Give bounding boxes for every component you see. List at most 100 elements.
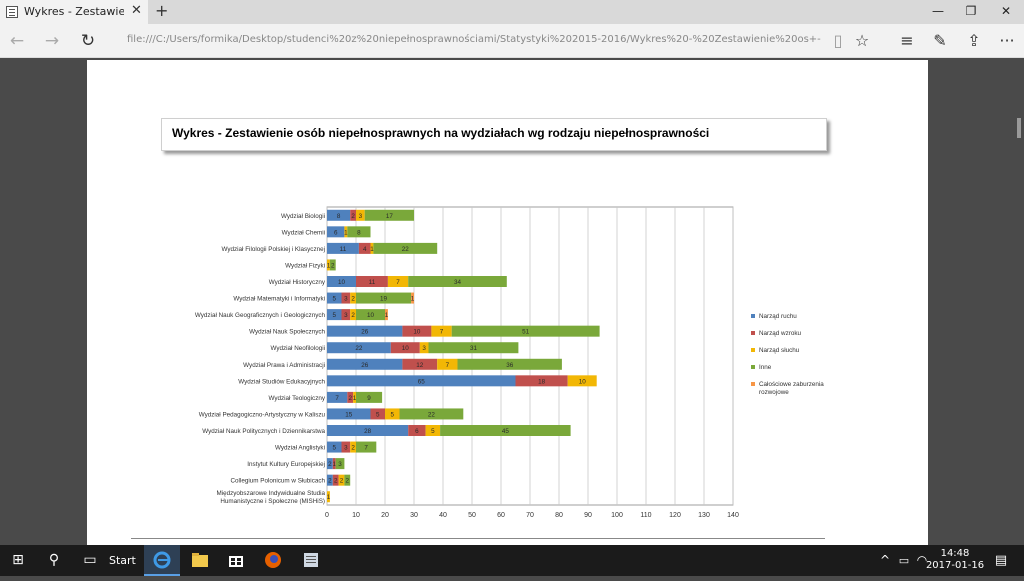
restore-icon[interactable]: ❐ — [965, 4, 977, 18]
document-app-icon — [304, 553, 318, 567]
window-close-icon[interactable]: ✕ — [1000, 4, 1012, 18]
data-label: 5 — [431, 428, 435, 435]
category-label: Wydział Matematyki i Informatyki — [233, 296, 325, 303]
data-label: 5 — [390, 411, 394, 418]
data-label: 22 — [402, 246, 410, 253]
bar-segment — [327, 242, 359, 254]
back-icon[interactable]: ← — [9, 31, 25, 51]
forward-icon[interactable]: → — [44, 31, 60, 51]
bar-segment — [567, 375, 597, 387]
windows-start-icon[interactable]: ⊞ — [12, 552, 24, 568]
new-tab-icon[interactable]: + — [155, 1, 169, 20]
x-tick-label: 70 — [526, 512, 534, 519]
bar-segment — [399, 408, 464, 420]
data-label: 3 — [344, 445, 348, 452]
app-button[interactable] — [293, 545, 329, 576]
bar-segment — [347, 226, 371, 238]
data-label: 10 — [338, 279, 346, 286]
bar-segment — [387, 276, 409, 287]
clock[interactable]: 14:48 2017-01-16 — [925, 548, 985, 572]
data-label: 11 — [369, 279, 376, 286]
bar-segment — [425, 425, 441, 436]
bar-segment — [411, 292, 414, 304]
data-label: 1 — [370, 246, 374, 253]
legend-entry: Całościowe zaburzenia rozwojowe — [759, 381, 824, 396]
action-center-icon[interactable]: ▤ — [994, 553, 1008, 568]
edge-taskbar-button[interactable] — [144, 545, 180, 576]
share-icon[interactable]: ⇪ — [967, 31, 981, 50]
data-label: 26 — [361, 362, 369, 369]
bar-segment — [327, 391, 348, 403]
x-tick-label: 10 — [352, 512, 360, 519]
start-label[interactable]: Start — [109, 554, 136, 567]
wifi-icon[interactable]: ◠ — [916, 553, 928, 567]
bar-segment — [408, 276, 507, 287]
active-tab[interactable]: Wykres - Zestawienie os ✕ — [0, 0, 148, 24]
firefox-button[interactable] — [255, 545, 291, 576]
x-tick-label: 110 — [640, 512, 651, 519]
search-icon[interactable]: ⚲ — [48, 552, 60, 568]
bar-segment — [329, 259, 336, 271]
bar-segment — [335, 458, 345, 470]
tab-close-icon[interactable]: ✕ — [131, 3, 142, 18]
url-field[interactable]: file:///C:/Users/formika/Desktop/studenc… — [127, 34, 821, 45]
legend-swatch — [751, 331, 755, 335]
page-viewport[interactable]: Wykres - Zestawienie osób niepełnosprawn… — [0, 58, 1024, 545]
bar-segment — [341, 441, 351, 453]
bar-segment — [327, 209, 351, 221]
category-label: Wydział Filologii Polskiej i Klasycznej — [221, 246, 325, 253]
network-icon[interactable]: ▭ — [898, 554, 910, 567]
bar-segment — [344, 474, 351, 486]
clock-time: 14:48 — [940, 548, 970, 559]
x-tick-label: 140 — [727, 512, 739, 519]
bar-segment — [327, 375, 516, 387]
bar-segment — [327, 342, 391, 354]
hub-icon[interactable]: ≡ — [900, 31, 914, 50]
data-label: 45 — [502, 428, 510, 435]
task-view-icon[interactable]: ▭ — [83, 552, 97, 568]
refresh-icon[interactable]: ↻ — [80, 31, 96, 51]
legend-swatch — [751, 314, 755, 318]
bar-segment — [457, 358, 562, 370]
scrollbar[interactable] — [1017, 118, 1021, 138]
x-tick-label: 40 — [439, 512, 447, 519]
bar-segment — [431, 325, 452, 337]
bar-segment — [327, 425, 409, 436]
favorite-star-icon[interactable]: ☆ — [854, 31, 870, 50]
bar-segment — [419, 342, 429, 354]
more-icon[interactable]: ··· — [999, 31, 1015, 50]
bar-segment — [370, 408, 385, 420]
data-label: 8 — [357, 229, 361, 236]
data-label: 7 — [364, 445, 368, 452]
data-label: 2 — [328, 478, 332, 485]
web-note-icon[interactable]: ✎ — [933, 31, 947, 50]
data-label: 1 — [411, 296, 415, 303]
bar-segment — [327, 309, 342, 321]
file-explorer-button[interactable] — [182, 545, 218, 576]
reading-view-icon[interactable]: ▯ — [833, 31, 843, 50]
document-page: Wykres - Zestawienie osób niepełnosprawn… — [87, 60, 928, 545]
data-label: 28 — [364, 428, 372, 435]
data-label: 11 — [340, 246, 347, 253]
bar-segment — [327, 491, 330, 503]
store-button[interactable] — [218, 545, 254, 576]
category-label: Wydział Nauk Politycznych i Dziennikarst… — [202, 428, 325, 435]
page-favicon-icon — [6, 6, 18, 18]
data-label: 15 — [345, 411, 353, 418]
legend-swatch — [751, 348, 755, 352]
data-label: 8 — [337, 213, 341, 220]
category-label: Wydział Prawa i Administracji — [243, 362, 325, 369]
tray-overflow-icon[interactable]: ^ — [879, 553, 891, 567]
x-tick-label: 80 — [555, 512, 563, 519]
data-label: 17 — [386, 213, 394, 220]
bar-segment — [332, 474, 339, 486]
bar-segment — [350, 209, 356, 221]
minimize-icon[interactable]: — — [932, 4, 944, 18]
chart-title: Wykres - Zestawienie osób niepełnosprawn… — [172, 126, 710, 140]
bar-segment — [370, 242, 374, 254]
tab-title: Wykres - Zestawienie os — [24, 5, 124, 18]
bar-segment — [385, 408, 400, 420]
data-label: 1 — [353, 395, 357, 402]
bar-segment — [327, 474, 333, 486]
data-label: 10 — [579, 378, 587, 385]
